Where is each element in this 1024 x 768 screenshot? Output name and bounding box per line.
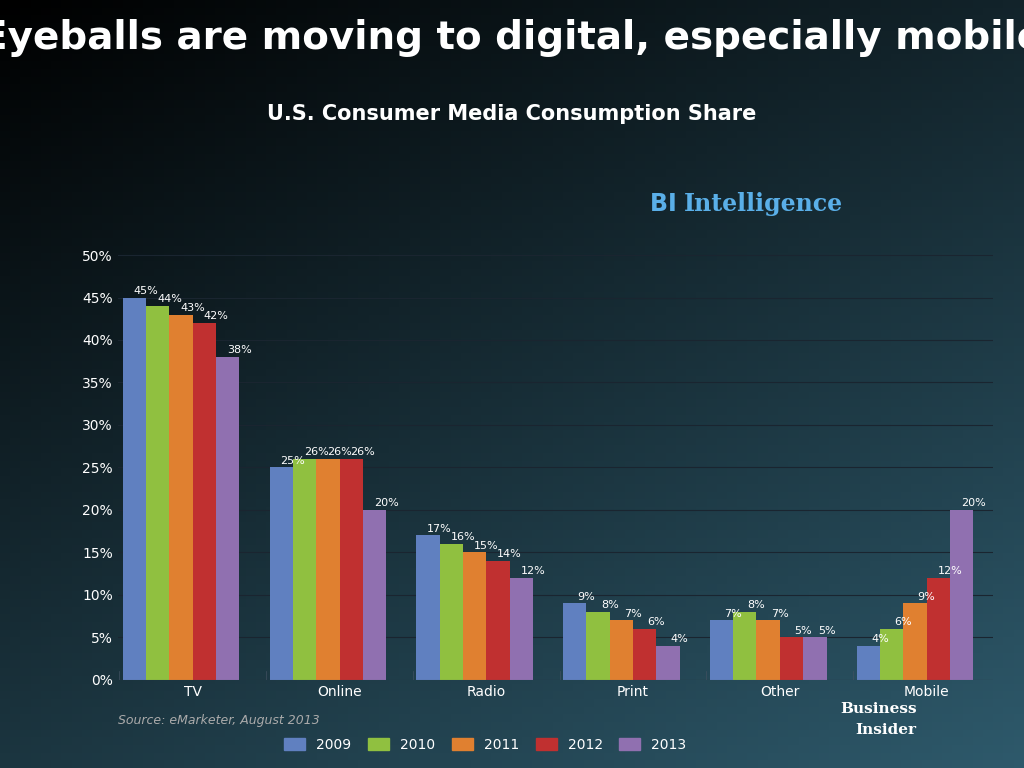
Bar — [903, 603, 927, 680]
Text: Insider: Insider — [855, 723, 916, 737]
Bar — [633, 629, 656, 680]
Bar — [362, 510, 386, 680]
Text: 42%: 42% — [204, 311, 228, 321]
Bar — [417, 535, 439, 680]
Bar — [587, 612, 609, 680]
Bar — [193, 323, 216, 680]
Text: 4%: 4% — [871, 634, 889, 644]
Bar — [340, 459, 362, 680]
Bar — [609, 621, 633, 680]
Text: 4%: 4% — [671, 634, 688, 644]
Bar — [169, 315, 193, 680]
Bar — [757, 621, 780, 680]
Text: 6%: 6% — [647, 617, 666, 627]
Text: 45%: 45% — [134, 286, 159, 296]
Bar — [463, 552, 486, 680]
Text: 9%: 9% — [578, 591, 595, 601]
Bar — [880, 629, 903, 680]
Text: 12%: 12% — [938, 566, 963, 576]
Text: 43%: 43% — [180, 303, 205, 313]
Text: U.S. Consumer Media Consumption Share: U.S. Consumer Media Consumption Share — [267, 104, 757, 124]
Bar — [510, 578, 534, 680]
Text: Eyeballs are moving to digital, especially mobile: Eyeballs are moving to digital, especial… — [0, 19, 1024, 57]
Text: Source: eMarketer, August 2013: Source: eMarketer, August 2013 — [118, 714, 319, 727]
Bar — [486, 561, 510, 680]
Text: 5%: 5% — [818, 625, 836, 636]
Bar — [269, 468, 293, 680]
Bar — [439, 544, 463, 680]
Bar — [733, 612, 757, 680]
Text: 14%: 14% — [498, 549, 522, 559]
Text: 20%: 20% — [961, 498, 986, 508]
Text: 17%: 17% — [427, 524, 452, 534]
Bar — [216, 357, 240, 680]
Text: 26%: 26% — [328, 447, 352, 457]
Bar — [803, 637, 826, 680]
Bar — [950, 510, 973, 680]
Text: 26%: 26% — [350, 447, 375, 457]
Legend: 2009, 2010, 2011, 2012, 2013: 2009, 2010, 2011, 2012, 2013 — [278, 731, 693, 759]
Text: 7%: 7% — [724, 608, 742, 618]
Text: 12%: 12% — [520, 566, 546, 576]
Text: Intelligence: Intelligence — [684, 191, 843, 216]
Text: 8%: 8% — [601, 600, 618, 610]
Bar — [316, 459, 340, 680]
Text: 20%: 20% — [374, 498, 398, 508]
Text: 5%: 5% — [795, 625, 812, 636]
Text: Business: Business — [840, 702, 916, 716]
Text: 8%: 8% — [748, 600, 765, 610]
Bar — [123, 297, 146, 680]
Bar — [856, 646, 880, 680]
Text: 9%: 9% — [918, 591, 936, 601]
Bar — [780, 637, 803, 680]
Bar — [710, 621, 733, 680]
Text: 26%: 26% — [304, 447, 329, 457]
Text: 7%: 7% — [771, 608, 788, 618]
Bar — [656, 646, 680, 680]
Bar — [563, 603, 587, 680]
Text: 15%: 15% — [474, 541, 499, 551]
Text: 44%: 44% — [157, 294, 182, 304]
Text: 38%: 38% — [227, 346, 252, 356]
Text: 25%: 25% — [281, 455, 305, 465]
Bar — [146, 306, 169, 680]
Text: 6%: 6% — [894, 617, 912, 627]
Bar — [927, 578, 950, 680]
Text: BI: BI — [650, 191, 693, 216]
Bar — [293, 459, 316, 680]
Text: 16%: 16% — [451, 532, 475, 542]
Text: 7%: 7% — [625, 608, 642, 618]
